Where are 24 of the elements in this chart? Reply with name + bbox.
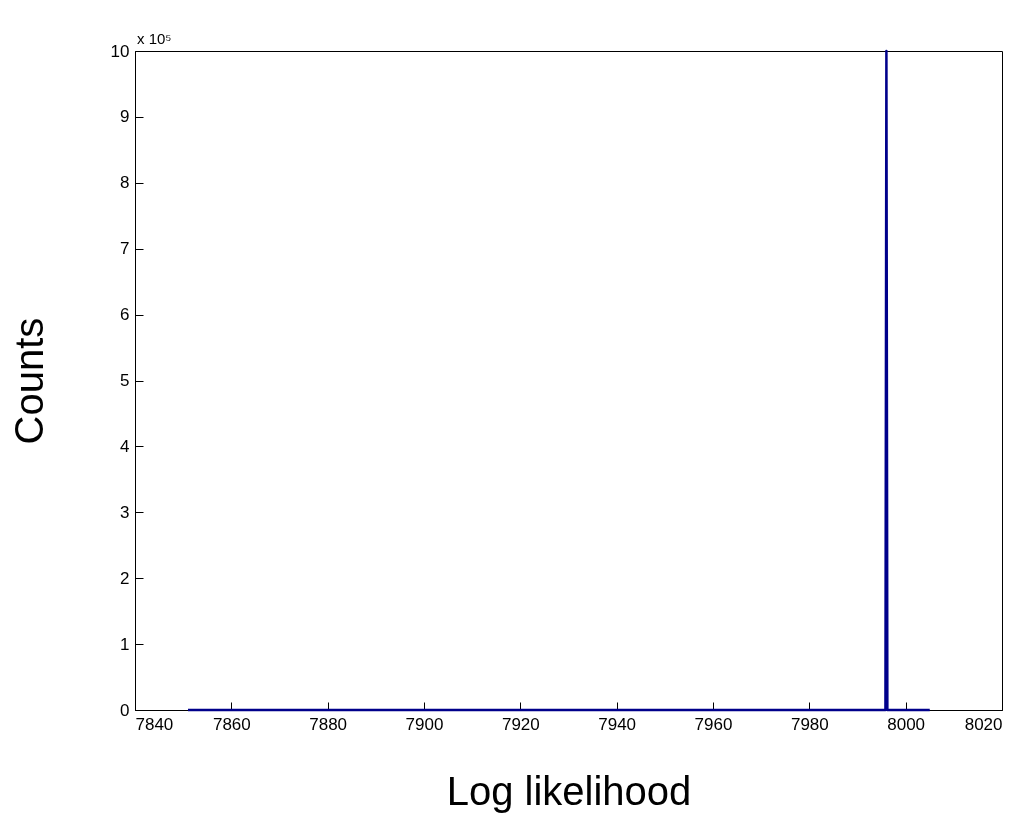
y-tick-label: 2 bbox=[120, 568, 130, 588]
y-tick-label: 3 bbox=[120, 502, 130, 522]
y-tick-label: 6 bbox=[120, 305, 130, 325]
y-tick-label: 8 bbox=[120, 173, 130, 193]
text: x 10⁵ bbox=[137, 30, 172, 47]
x-tick-label: 7940 bbox=[598, 714, 637, 734]
y-tick-label: 4 bbox=[120, 436, 130, 456]
x-tick-label: 7840 bbox=[135, 714, 174, 734]
x-tick-label: 7880 bbox=[309, 714, 348, 734]
y-tick-label: 0 bbox=[120, 700, 130, 720]
x-tick-label: 7900 bbox=[405, 714, 444, 734]
x-tick-label: 7920 bbox=[501, 714, 540, 734]
y-tick-label: 5 bbox=[120, 371, 130, 390]
x-tick-label: 7980 bbox=[790, 714, 829, 734]
x-tick-label: 8020 bbox=[964, 714, 1003, 734]
x-tick-label: 7960 bbox=[694, 714, 733, 734]
y-tick-label: 7 bbox=[120, 239, 130, 259]
y-tick-label: 9 bbox=[120, 107, 130, 127]
x-tick-label: 7860 bbox=[212, 714, 251, 734]
y-axis-title: Counts bbox=[6, 317, 51, 445]
y-tick-label: 1 bbox=[120, 634, 130, 654]
y-tick-label: 10 bbox=[110, 41, 130, 61]
x-axis-title: Log likelihood bbox=[446, 768, 692, 813]
x-tick-label: 8000 bbox=[887, 714, 926, 734]
